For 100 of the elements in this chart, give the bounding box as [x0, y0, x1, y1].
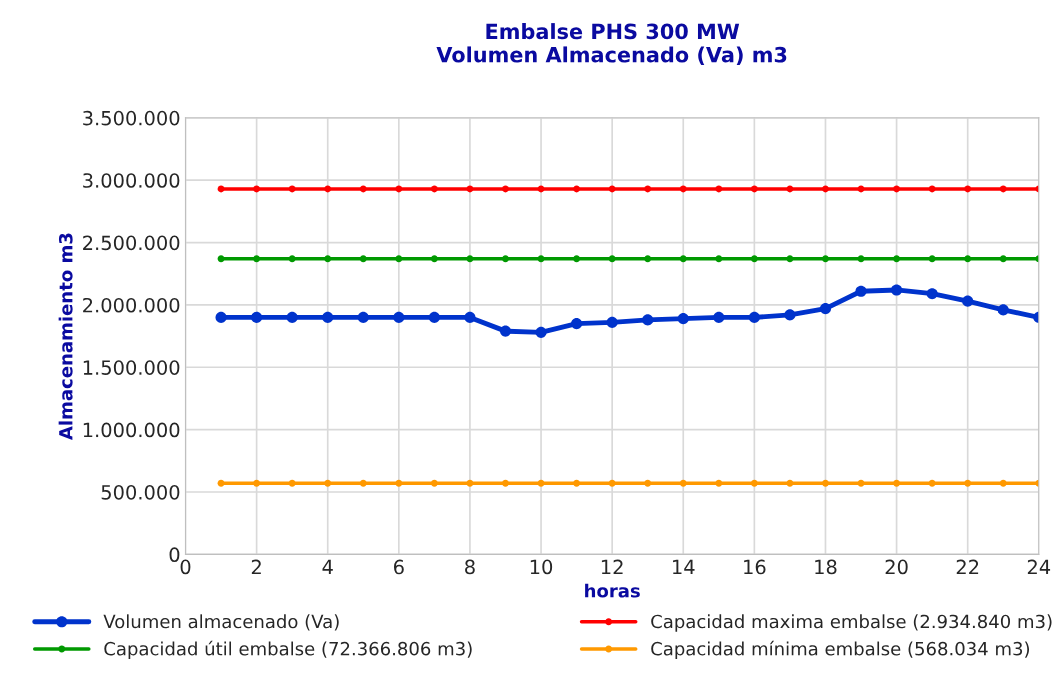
point: [679, 185, 687, 193]
point: [644, 255, 652, 263]
point: [395, 479, 403, 487]
y-tick-label: 2.500.000: [83, 235, 180, 251]
point: [502, 479, 509, 487]
point: [573, 479, 581, 487]
point: [430, 255, 438, 263]
legend-label: Capacidad mínima embalse (568.034 m3): [651, 640, 1030, 660]
point: [535, 326, 547, 338]
point: [715, 185, 723, 193]
point: [857, 255, 865, 263]
point: [713, 311, 725, 323]
y-tick-label: 3.000.000: [83, 173, 180, 188]
point: [217, 479, 225, 487]
point: [997, 304, 1009, 316]
point: [571, 318, 583, 330]
y-tick-label: 1.000.000: [83, 422, 180, 438]
legend-label: Volumen almacenado (Va): [103, 614, 339, 631]
point: [786, 255, 794, 263]
point: [537, 479, 545, 487]
point: [715, 255, 723, 263]
point: [964, 479, 972, 487]
point: [928, 479, 936, 487]
x-tick-label: 6: [394, 559, 404, 575]
point: [428, 311, 440, 323]
y-tick-label: 2.000.000: [83, 297, 180, 313]
point: [357, 311, 369, 323]
x-tick-label: 24: [1027, 559, 1051, 575]
point: [822, 479, 829, 487]
point: [964, 185, 972, 193]
legend-label: Capacidad útil embalse (72.366.806 m3): [104, 640, 472, 660]
x-tick-label: 4: [322, 559, 333, 575]
point: [928, 255, 936, 263]
point: [322, 311, 334, 323]
point: [288, 479, 296, 487]
point: [215, 311, 227, 323]
point: [926, 288, 938, 300]
point: [466, 479, 474, 487]
point: [499, 325, 512, 337]
point: [359, 479, 367, 487]
point: [750, 255, 758, 263]
y-tick-label: 3.500.000: [83, 110, 180, 126]
y-tick-label: 0: [169, 547, 180, 563]
x-tick-label: 16: [744, 559, 766, 575]
x-tick-label: 8: [465, 559, 475, 575]
point: [286, 311, 298, 323]
point: [395, 185, 403, 193]
point: [251, 311, 263, 323]
point: [253, 255, 261, 263]
point: [606, 316, 618, 328]
point: [464, 311, 476, 323]
point: [395, 255, 403, 263]
point: [324, 185, 332, 193]
point: [786, 479, 794, 487]
point: [679, 255, 687, 263]
legend-label: Capacidad maxima embalse (2.934.840 m3): [651, 614, 1052, 632]
point: [430, 185, 438, 193]
point: [537, 255, 545, 263]
x-tick-label: 12: [601, 559, 623, 575]
point: [819, 303, 832, 315]
point: [784, 309, 796, 321]
point: [573, 185, 581, 193]
point: [644, 185, 652, 193]
point: [748, 311, 760, 323]
point: [962, 295, 974, 307]
y-axis-title: Almacenamiento m3: [58, 233, 73, 440]
y-tick-label: 500.000: [101, 484, 180, 500]
point: [822, 255, 829, 263]
point: [430, 479, 438, 487]
x-axis-title: horas: [585, 583, 640, 598]
point: [608, 255, 616, 263]
point: [999, 255, 1007, 263]
point: [324, 255, 332, 263]
point: [750, 479, 758, 487]
point: [677, 313, 689, 325]
point: [644, 479, 652, 487]
point: [502, 255, 509, 263]
x-tick-label: 0: [180, 559, 191, 575]
point: [855, 285, 867, 297]
x-tick-label: 10: [530, 559, 553, 575]
point: [822, 185, 829, 193]
point: [715, 479, 723, 487]
point: [393, 311, 405, 323]
x-tick-label: 14: [673, 559, 695, 575]
x-tick-label: 20: [885, 559, 908, 575]
point: [253, 479, 261, 487]
point: [893, 185, 901, 193]
point: [964, 255, 972, 263]
point: [288, 185, 296, 193]
point: [324, 479, 332, 487]
x-tick-label: 22: [956, 559, 979, 575]
y-tick-label: 1.500.000: [83, 360, 180, 375]
x-tick-label: 18: [815, 559, 837, 575]
point: [893, 255, 901, 263]
point: [999, 479, 1007, 487]
point: [679, 479, 687, 487]
point: [642, 314, 654, 326]
point: [608, 479, 616, 487]
point: [359, 255, 367, 263]
point: [217, 255, 225, 263]
